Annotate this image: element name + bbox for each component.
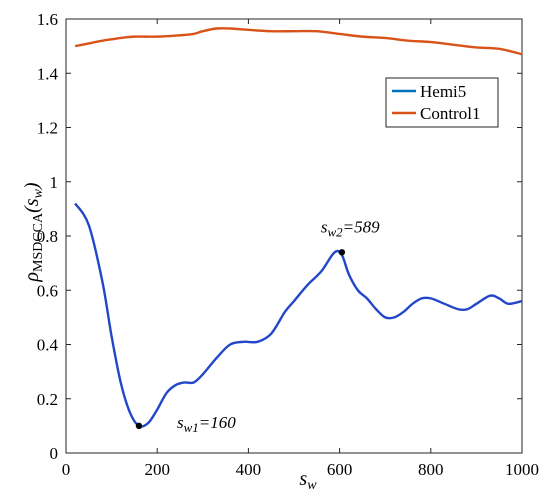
y-axis-label: ρMSDCCA(sw) <box>21 182 46 283</box>
x-tick-label: 400 <box>236 460 262 479</box>
x-axis-label-main: s <box>299 468 307 490</box>
y-tick-label: 1.6 <box>37 10 58 29</box>
series-line-control1 <box>74 27 523 56</box>
y-tick-label: 1.2 <box>37 119 58 138</box>
x-tick-label: 200 <box>144 460 170 479</box>
x-axis-label: sw <box>299 468 317 493</box>
y-tick-label: 0.8 <box>37 227 58 246</box>
x-axis-label-sub: w <box>307 478 317 493</box>
annotation-point-max <box>338 249 346 256</box>
annotation-label-max: sw2=589 <box>321 217 380 239</box>
legend-label-control1: Control1 <box>420 104 480 123</box>
legend-box <box>385 77 499 128</box>
y-axis-label-open: (s <box>21 198 43 213</box>
series-lines <box>74 27 523 428</box>
x-tick-label: 0 <box>62 460 71 479</box>
legend: Hemi5 Control1 <box>385 77 499 128</box>
x-tick-label: 600 <box>327 460 353 479</box>
y-tick-label: 1 <box>50 173 59 192</box>
y-tick-label: 1.4 <box>37 64 59 83</box>
x-tick-label: 800 <box>418 460 444 479</box>
y-axis-label-sub: MSDCCA <box>31 212 46 272</box>
legend-label-hemi5: Hemi5 <box>420 82 466 101</box>
axes: 0 200 400 600 800 1000 0 0.2 0.4 0.6 0.8 1 1.2 1.4 1.6 <box>37 10 539 479</box>
y-tick-label: 0 <box>50 444 59 463</box>
annotation-point-min <box>135 422 143 430</box>
series-line-hemi5 <box>74 202 523 428</box>
x-tick-label: 1000 <box>505 460 539 479</box>
y-tick-label: 0.4 <box>37 336 59 355</box>
y-tick-label: 0.6 <box>37 281 58 300</box>
y-axis-label-close: ) <box>21 182 43 190</box>
annotation-label-min: sw1=160 <box>177 413 236 435</box>
y-tick-label: 0.2 <box>37 390 58 409</box>
y-axis-label-arg-sub: w <box>31 188 46 198</box>
y-axis-label-main: ρ <box>21 272 43 283</box>
annotations: sw1=160 sw2=589 <box>135 217 380 435</box>
